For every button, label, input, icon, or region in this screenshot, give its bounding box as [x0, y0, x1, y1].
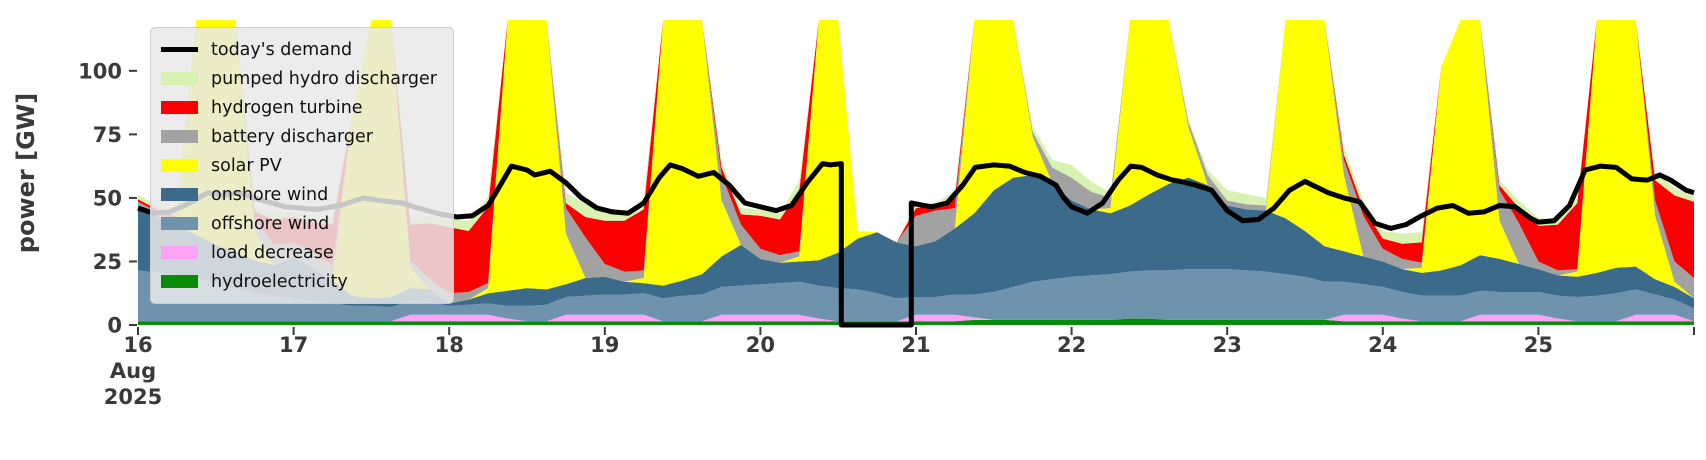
legend-label: battery discharger [211, 126, 373, 147]
legend: today's demand pumped hydro discharger hyd… [150, 27, 454, 304]
x-tick-label: 22 [1057, 333, 1086, 357]
legend-swatch-hydrogen-turbine [161, 101, 198, 114]
x-tick-label: 25 [1524, 333, 1553, 357]
legend-label: load decrease [211, 242, 334, 263]
legend-label: offshore wind [211, 213, 330, 234]
legend-item-hydroelectricity: hydroelectricity [161, 267, 437, 296]
legend-label: solar PV [211, 155, 282, 176]
legend-item-load-decrease: load decrease [161, 238, 437, 267]
x-tick-label: 18 [435, 333, 464, 357]
x-axis-month-year-label: Aug [110, 359, 156, 383]
legend-swatch-hydroelectricity [161, 275, 198, 288]
legend-label: pumped hydro discharger [211, 68, 437, 89]
x-tick-label: 24 [1368, 333, 1397, 357]
y-tick-label: 0 [107, 314, 122, 338]
y-axis-label: power [GW] [12, 93, 40, 253]
x-tick-label: 16 [123, 333, 152, 357]
legend-item-battery-discharger: battery discharger [161, 122, 437, 151]
area-hydroelectricity [138, 318, 1694, 325]
demand-line [137, 161, 1695, 328]
legend-swatch-solar-pv [161, 159, 198, 172]
legend-item-today-s-demand: today's demand [161, 35, 437, 64]
legend-item-pumped-hydro-discharger: pumped hydro discharger [161, 64, 437, 93]
y-tick-label: 50 [93, 186, 122, 210]
legend-swatch-pumped-hydro-discharger [161, 72, 198, 85]
legend-swatch-offshore-wind [161, 217, 198, 230]
x-tick-label: 23 [1213, 333, 1242, 357]
x-tick-label: 19 [590, 333, 619, 357]
legend-item-offshore-wind: offshore wind [161, 209, 437, 238]
y-tick-label: 100 [78, 59, 122, 83]
legend-label: today's demand [211, 39, 353, 60]
legend-item-solar-pv: solar PV [161, 151, 437, 180]
legend-swatch-today-s-demand [161, 47, 198, 52]
y-tick-label: 25 [93, 250, 122, 274]
y-tick-label: 75 [93, 123, 122, 147]
legend-item-onshore-wind: onshore wind [161, 180, 437, 209]
area-offshore-wind [138, 269, 1694, 322]
legend-label: hydroelectricity [211, 271, 348, 292]
legend-item-hydrogen-turbine: hydrogen turbine [161, 93, 437, 122]
x-tick-label: 20 [746, 333, 775, 357]
area-onshore-wind [138, 175, 1694, 309]
legend-swatch-battery-discharger [161, 130, 198, 143]
demand-line-group [137, 161, 1695, 328]
x-tick-label: 17 [279, 333, 308, 357]
legend-swatch-load-decrease [161, 246, 198, 259]
x-tick-label: 21 [901, 333, 930, 357]
legend-label: onshore wind [211, 184, 329, 205]
x-axis-month-year-label: 2025 [104, 385, 162, 409]
legend-label: hydrogen turbine [211, 97, 363, 118]
legend-swatch-onshore-wind [161, 188, 198, 201]
area-solar-pv [138, 20, 1694, 304]
area-load-decrease [138, 314, 1694, 322]
